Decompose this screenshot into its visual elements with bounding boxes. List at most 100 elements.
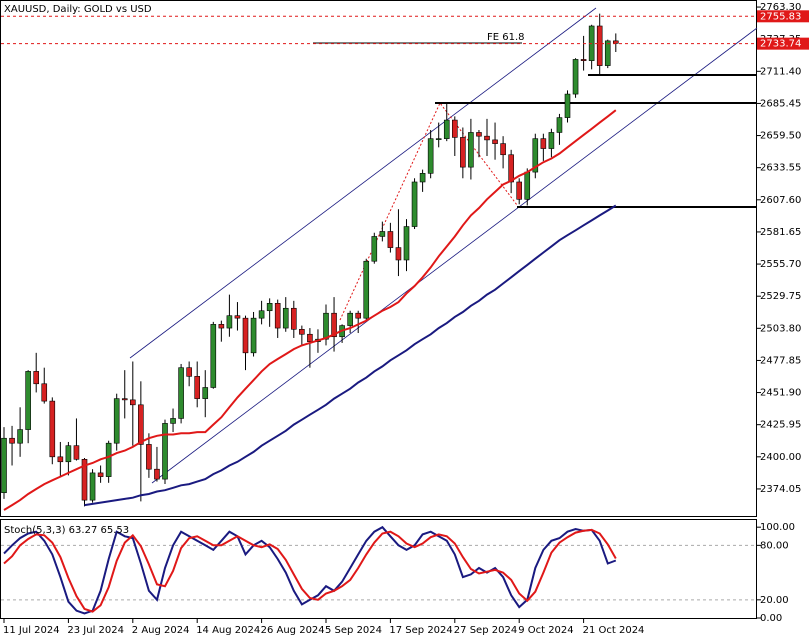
y-tick-label: 2763.30 — [760, 2, 801, 13]
moving-average — [3, 109, 617, 511]
candle-body — [435, 138, 442, 140]
x-tick-label: 9 Oct 2024 — [518, 625, 573, 636]
x-tick-label: 2 Aug 2024 — [132, 625, 190, 636]
x-tick-label: 26 Aug 2024 — [261, 625, 325, 636]
candle-body — [460, 137, 466, 168]
y-tick-label: 80.00 — [760, 540, 789, 551]
candle-body — [57, 456, 64, 463]
x-tick-label: 27 Sep 2024 — [454, 625, 517, 636]
candle-body — [41, 383, 48, 402]
candle-body — [250, 317, 257, 354]
candle-body — [282, 307, 289, 329]
candle-body — [347, 312, 353, 326]
candle-body — [451, 119, 458, 138]
candle-body — [516, 181, 523, 200]
price-box — [757, 37, 809, 50]
candle-body — [178, 367, 184, 419]
y-tick-label: 2477.85 — [760, 355, 801, 366]
candle-body — [363, 260, 370, 319]
candle-body — [97, 472, 104, 477]
candle-body — [484, 135, 490, 141]
y-tick-label: 2451.90 — [760, 388, 801, 399]
candle-body — [210, 324, 217, 388]
candle-body — [186, 367, 192, 377]
stoch-title: Stoch(5,3,3) 63.27 65.53 — [4, 525, 129, 536]
channel-upper — [129, 7, 597, 359]
candle-body — [170, 418, 176, 424]
candle-body — [234, 315, 241, 319]
candle-body — [379, 231, 386, 237]
candle-body — [331, 312, 337, 338]
y-tick-label: 100.00 — [760, 522, 795, 533]
candle-body — [323, 312, 329, 340]
candle-body — [274, 303, 281, 329]
candle-body — [226, 315, 233, 329]
candle-body — [218, 324, 225, 329]
y-tick-label: 2400.00 — [760, 452, 801, 463]
candle-body — [242, 317, 249, 354]
candle-body — [138, 404, 144, 445]
candle-body — [1, 437, 7, 494]
candle-body — [548, 132, 555, 149]
candle-body — [162, 423, 168, 480]
x-tick-label: 23 Jul 2024 — [67, 625, 124, 636]
y-tick-label: 2503.80 — [760, 323, 801, 334]
x-tick-label: 5 Sep 2024 — [325, 625, 382, 636]
candle-body — [81, 458, 88, 501]
candle-body — [564, 93, 571, 118]
zigzag — [339, 102, 518, 321]
candle-body — [500, 143, 506, 156]
candle-body — [419, 173, 426, 183]
price-box — [757, 10, 809, 23]
y-tick-label: 2685.45 — [760, 98, 801, 109]
y-tick-label: 0.00 — [760, 613, 782, 624]
candle-body — [580, 59, 587, 61]
y-tick-label: 2529.75 — [760, 291, 801, 302]
y-tick-label: 2425.95 — [760, 420, 801, 431]
candle-body — [596, 25, 603, 66]
candle-body — [89, 472, 96, 501]
candle-body — [194, 376, 200, 399]
candle-body — [73, 445, 80, 460]
stoch-k-value: 63.27 — [69, 525, 98, 536]
chart-title: XAUUSD, Daily: GOLD vs USD — [4, 4, 152, 15]
y-tick-label: 2555.70 — [760, 259, 801, 270]
stoch-d-value: 65.53 — [101, 525, 130, 536]
candle-body — [25, 371, 31, 430]
stoch-name: Stoch(5,3,3) — [4, 525, 66, 536]
candle-body — [540, 138, 547, 149]
moving-average — [84, 204, 617, 507]
candle-body — [9, 437, 15, 444]
candle-body — [532, 138, 539, 173]
y-tick-label: 2633.55 — [760, 163, 801, 174]
y-tick-label: 2659.50 — [760, 131, 801, 142]
y-tick-label: 2711.40 — [760, 66, 801, 77]
candle-body — [468, 132, 474, 168]
candle-body — [492, 139, 498, 144]
stoch-line — [3, 525, 617, 615]
candle-body — [524, 171, 531, 200]
candle-body — [604, 40, 611, 66]
candle-body — [17, 429, 23, 444]
candle-body — [49, 400, 56, 458]
fe-label: FE 61.8 — [487, 32, 525, 43]
candle-body — [266, 303, 273, 312]
candle-body — [443, 119, 450, 139]
candle-body — [105, 442, 112, 477]
stoch-frame — [0, 519, 757, 619]
x-tick-label: 21 Oct 2024 — [583, 625, 645, 636]
candle-body — [387, 231, 394, 248]
y-tick-label: 2374.05 — [760, 484, 801, 495]
candle-body — [307, 333, 313, 342]
candle-body — [395, 247, 402, 261]
candle-body — [130, 399, 136, 406]
x-tick-label: 17 Sep 2024 — [389, 625, 452, 636]
candle-body — [33, 371, 40, 385]
y-tick-label: 20.00 — [760, 595, 789, 606]
candle-body — [202, 387, 209, 399]
main-frame — [0, 0, 757, 517]
candle-body — [299, 329, 305, 335]
candle-body — [572, 59, 579, 95]
